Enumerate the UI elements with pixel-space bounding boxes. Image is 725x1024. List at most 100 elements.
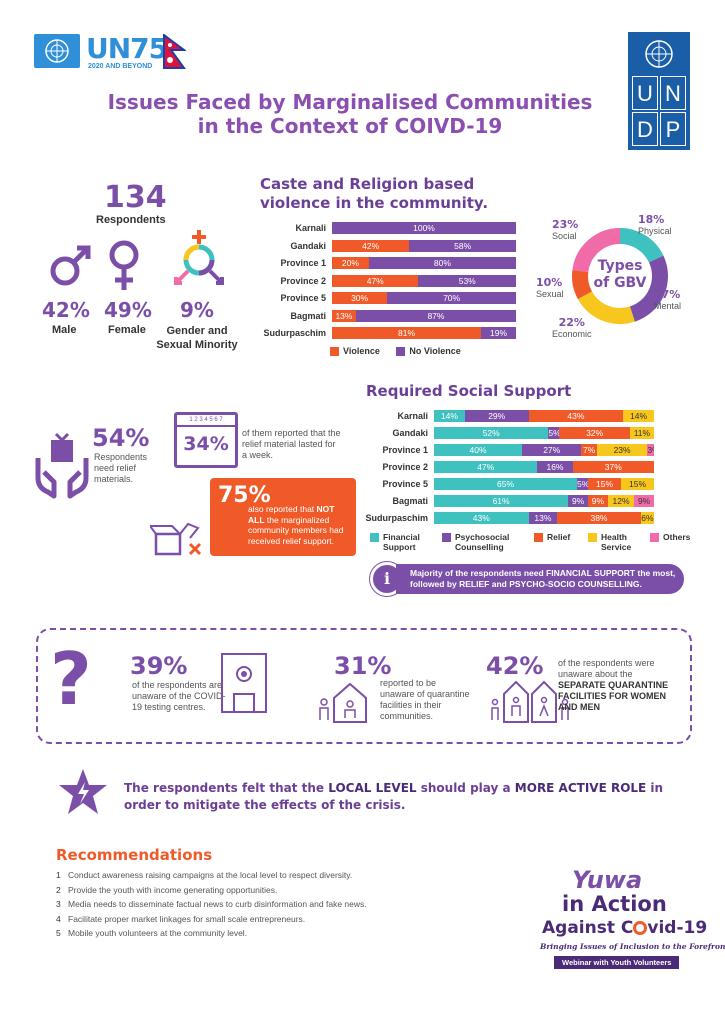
separate-facilities-icon [490, 676, 570, 731]
support-note-text: Majority of the respondents need FINANCI… [396, 564, 684, 594]
local-level-statement: The respondents felt that the LOCAL LEVE… [124, 781, 664, 812]
gbv-label-sexual: 10% Sexual [536, 276, 564, 300]
chart-bar-segment: 43% [528, 410, 624, 422]
relief-54-text: Respondents need relief materials. [94, 452, 148, 484]
chart-row: Gandaki 42% 58% [220, 239, 520, 252]
chart-bar-segment: 70% [387, 292, 516, 304]
chart-bar-segment: 9% [588, 495, 608, 507]
chart-row: Province 1 20% 80% [220, 257, 520, 269]
recommendation-number: 3 [56, 899, 61, 909]
chart-row: Province 2 47% 53% [220, 274, 520, 287]
aware-42-pct: 42% [486, 652, 544, 680]
aware-42-text: of the respondents were unaware about th… [558, 658, 669, 712]
relief-75-text: also reported that NOT ALL the marginali… [248, 504, 344, 546]
female-icon [104, 238, 144, 297]
legend-violence: Violence [343, 346, 380, 356]
chart-category-label: Province 1 [280, 258, 326, 268]
gsm-pct: 9% [180, 298, 214, 322]
legend-swatch [442, 533, 451, 542]
gbv-center-line-1: Types [597, 258, 643, 274]
caste-title-line-1: Caste and Religion based [260, 175, 475, 193]
donut-slice [629, 255, 668, 322]
chart-bar-segment: 29% [464, 410, 529, 422]
gbv-label-physical: 18% Physical [638, 213, 672, 237]
chart-bar-segment: 80% [368, 257, 516, 269]
female-label: Female [108, 324, 146, 336]
chart-bar-segment: 5% [548, 427, 560, 439]
donut-slice [577, 291, 635, 324]
quarantine-icon [318, 680, 376, 729]
yuwa-line-2: in Action [562, 892, 667, 916]
chart-bar-segment: 7% [581, 444, 597, 456]
calendar-icon: 1 2 3 4 5 6 7 34% [174, 412, 238, 468]
chart-bar-segment: 81% [332, 327, 482, 339]
gbv-label-mental: 27% Mental [654, 288, 681, 312]
chart-bar-segment: 15% [588, 478, 621, 490]
gbv-label-social: 23% Social [552, 218, 578, 242]
title-line-2: in the Context of COIVD-19 [197, 114, 503, 138]
recommendations-list: 1 Conduct awareness raising campaigns at … [56, 868, 476, 941]
caste-chart-title: Caste and Religion based violence in the… [260, 175, 488, 213]
chart-category-label: Karnali [295, 223, 326, 233]
gbv-pct: 18% [638, 213, 665, 226]
recommendation-number: 2 [56, 884, 61, 895]
chart-bar-segment: 5% [577, 478, 588, 490]
chart-row: Gandaki 52%5%32%11% [330, 427, 660, 439]
question-icon: ? [50, 637, 92, 721]
undp-letter: N [660, 76, 686, 110]
chart-row: Karnali 100% [220, 222, 520, 234]
chart-category-label: Bagmati [290, 310, 326, 321]
un-emblem-icon [34, 34, 80, 68]
calendar-digits: 1 2 3 4 5 6 7 [177, 415, 235, 427]
gsm-label: Gender and Sexual Minority [156, 325, 238, 351]
page-title: Issues Faced by Marginalised Communities… [70, 90, 630, 138]
chart-bar-segment: 52% [434, 427, 549, 439]
nepal-flag-icon [162, 33, 187, 75]
chart-category-label: Sudurpaschim [263, 328, 326, 338]
gbv-name: Social [552, 231, 577, 241]
testing-centre-icon [220, 652, 268, 719]
awareness-panel: ? 39% of the respondents are unaware of … [36, 628, 692, 744]
un-emblem-icon [645, 40, 673, 68]
relief-34-pct: 34% [183, 433, 229, 455]
aware-31-pct: 31% [334, 652, 392, 680]
un75-wordmark: UN75 [86, 32, 168, 65]
chart-row: Bagmati 13% 87% [220, 309, 520, 322]
chart-row: Province 2 47% 16% 37% [330, 461, 660, 473]
relief-75-pct: 75% [218, 483, 271, 508]
gbv-name: Sexual [536, 289, 564, 299]
recommendation-number: 5 [56, 928, 61, 938]
legend-swatch [396, 347, 406, 357]
chart-bar-segment: 37% [572, 461, 654, 473]
male-pct: 42% [42, 298, 90, 322]
chart-category-label: Bagmati [392, 496, 428, 506]
chart-bar-segment: 58% [409, 239, 516, 252]
male-label: Male [52, 324, 77, 336]
chart-bar-segment: 15% [621, 478, 654, 490]
chart-bar-segment: 27% [522, 444, 582, 456]
chart-bar-segment: 9% [634, 495, 654, 507]
chart-bar-segment: 47% [332, 274, 419, 287]
open-box-icon [148, 520, 206, 563]
relief-54-pct: 54% [92, 424, 150, 452]
chart-bar-segment: 20% [332, 257, 369, 269]
chart-category-label: Province 5 [382, 479, 428, 489]
chart-bar-segment: 65% [434, 478, 577, 490]
respondents-count: 134 [104, 180, 167, 215]
yuwa-tagline: Bringing Issues of Inclusion to the Fore… [540, 942, 725, 951]
chart-bar-segment: 32% [559, 427, 630, 439]
donut-slice [572, 228, 621, 273]
gbv-name: Mental [654, 301, 682, 311]
male-icon [48, 244, 92, 293]
chart-bar-segment: 6% [640, 512, 654, 524]
relief-hands-icon [34, 430, 90, 505]
gbv-pct: 27% [654, 288, 681, 301]
chart-row: Bagmati 61% 9% 9% 12% 9% [330, 495, 660, 507]
legend-swatch [588, 533, 597, 542]
gbv-center-title: Types of GBV [580, 258, 660, 292]
chart-bar-segment: 43% [434, 512, 529, 524]
chart-bar-segment: 13% [528, 512, 558, 524]
chart-row: Karnali 14% 29% 43% 14% [330, 410, 660, 422]
